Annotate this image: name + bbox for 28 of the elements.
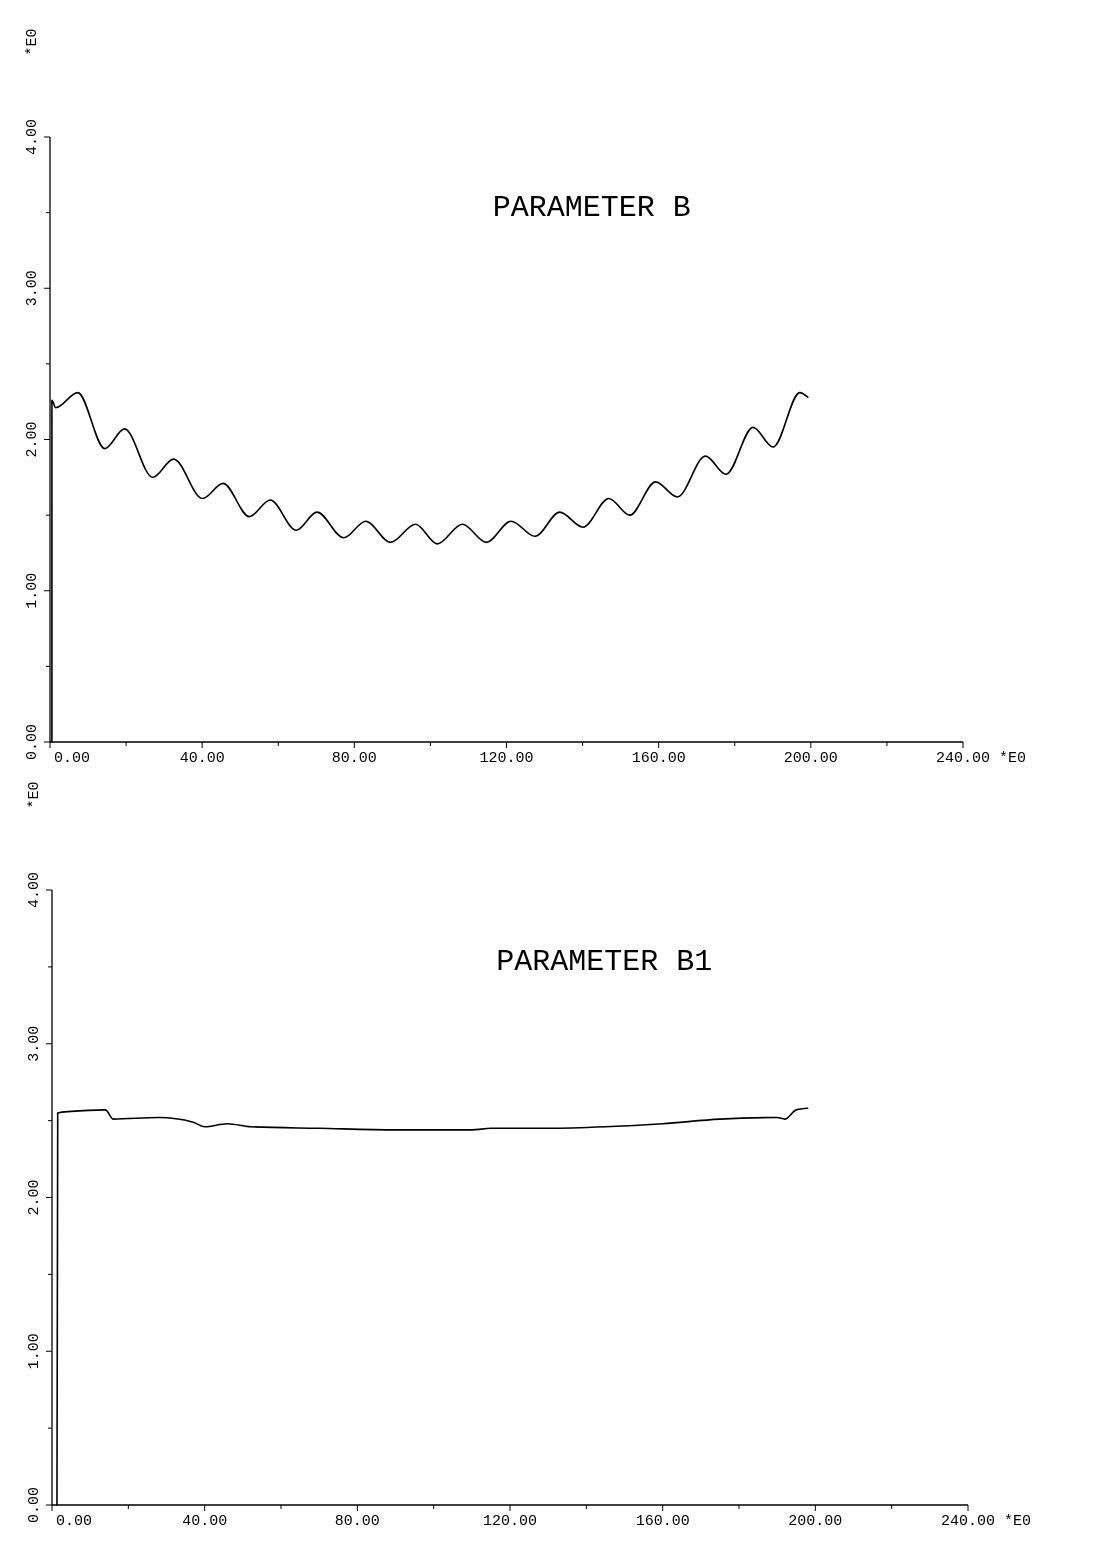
x-tick-label: 0.00: [53, 750, 91, 767]
y-axis-title: *E0: [24, 28, 41, 56]
x-tick-label: 240.00: [940, 1513, 996, 1530]
y-tick-label: 2.00: [26, 1179, 43, 1216]
y-tick-label: 4.00: [26, 871, 43, 909]
x-tick-label: 160.00: [635, 1513, 690, 1530]
x-tick-label: 160.00: [631, 750, 686, 767]
x-tick-label: 120.00: [482, 1513, 538, 1530]
y-tick-label: 3.00: [26, 1025, 43, 1062]
x-tick-label: 80.00: [331, 750, 377, 767]
y-tick-label: 2.00: [24, 421, 41, 458]
x-tick-label: 40.00: [182, 1513, 228, 1530]
y-tick-label: 4.00: [24, 118, 41, 156]
x-tick-label: 80.00: [334, 1513, 380, 1530]
x-tick-label: 240.00: [935, 750, 991, 767]
y-tick-label: 1.00: [24, 572, 41, 609]
y-tick-label: 3.00: [24, 270, 41, 307]
x-tick-label: 120.00: [479, 750, 534, 767]
x-axis-title: *E0: [1004, 1513, 1032, 1530]
x-tick-label: 0.00: [55, 1513, 93, 1530]
text: PARAMETER B: [492, 190, 691, 225]
x-tick-label: 40.00: [179, 750, 225, 767]
x-tick-label: 200.00: [788, 1513, 843, 1530]
y-tick-label: 1.00: [26, 1333, 43, 1370]
text: PARAMETER B1: [496, 944, 713, 979]
x-axis-title: *E0: [999, 750, 1027, 767]
y-axis-title: *E0: [26, 781, 43, 809]
x-tick-label: 200.00: [783, 750, 838, 767]
